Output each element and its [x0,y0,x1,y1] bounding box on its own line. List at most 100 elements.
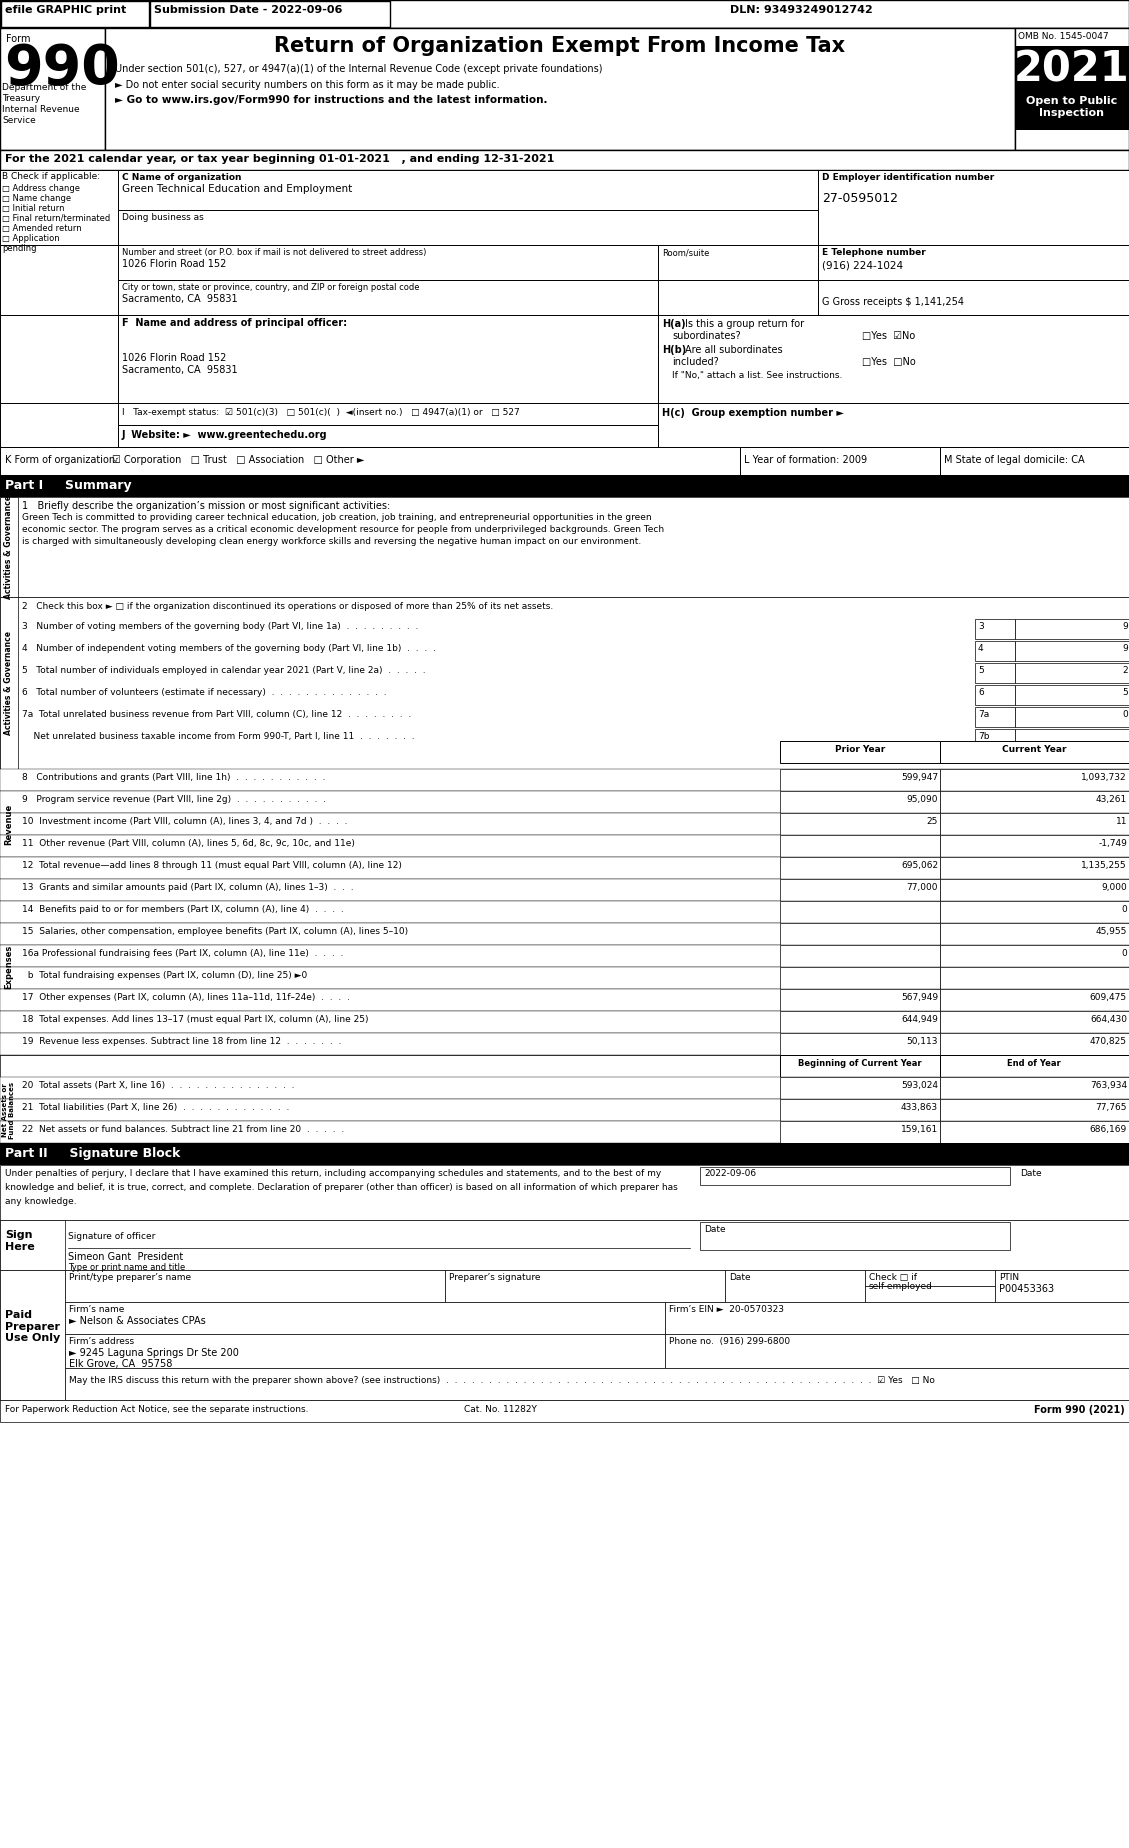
Bar [1015,619,1129,639]
Bar [940,1077,1129,1100]
Text: is charged with simultaneously developing clean energy workforce skills and reve: is charged with simultaneously developin… [21,538,641,545]
Text: ► Go to www.irs.gov/Form990 for instructions and the latest information.: ► Go to www.irs.gov/Form990 for instruct… [115,94,548,105]
Text: 5: 5 [978,665,983,675]
Bar [975,619,1015,639]
Bar [940,922,1129,944]
Text: 2: 2 [1122,665,1128,675]
Bar [865,1270,995,1286]
Text: Activities & Governance: Activities & Governance [5,630,14,736]
Bar [780,1100,940,1122]
Bar [0,944,1129,967]
Text: Revenue: Revenue [5,804,14,845]
Text: Treasury: Treasury [2,94,41,103]
Text: Under penalties of perjury, I declare that I have examined this return, includin: Under penalties of perjury, I declare th… [5,1170,662,1177]
Bar [65,1368,1129,1401]
Bar [780,1055,940,1077]
Text: 77,000: 77,000 [907,883,938,893]
Bar [975,728,1015,748]
Bar [0,1401,1129,1421]
Text: Sacramento, CA  95831: Sacramento, CA 95831 [122,366,237,375]
Text: Form: Form [6,33,30,44]
Text: Date: Date [729,1273,751,1283]
Bar [940,769,1129,791]
Text: 159,161: 159,161 [901,1125,938,1135]
Bar [780,1033,940,1055]
Text: 7a: 7a [978,710,989,719]
Bar [780,769,940,791]
Text: 20  Total assets (Part X, line 16)  .  .  .  .  .  .  .  .  .  .  .  .  .  .  .: 20 Total assets (Part X, line 16) . . . … [21,1081,295,1090]
Text: 21  Total liabilities (Part X, line 26)  .  .  .  .  .  .  .  .  .  .  .  .  .: 21 Total liabilities (Part X, line 26) .… [21,1103,289,1112]
Text: 22  Net assets or fund balances. Subtract line 21 from line 20  .  .  .  .  .: 22 Net assets or fund balances. Subtract… [21,1125,344,1135]
Bar [0,1270,1129,1401]
Bar [0,246,119,314]
Text: 43,261: 43,261 [1096,795,1127,804]
Text: 1026 Florin Road 152: 1026 Florin Road 152 [122,259,227,270]
Bar [445,1270,725,1303]
Text: 433,863: 433,863 [901,1103,938,1112]
Bar [0,314,119,403]
Text: M State of legal domicile: CA: M State of legal domicile: CA [944,455,1085,466]
Bar [0,1033,1129,1055]
Text: For Paperwork Reduction Act Notice, see the separate instructions.: For Paperwork Reduction Act Notice, see … [5,1404,308,1414]
Text: 77,765: 77,765 [1095,1103,1127,1112]
Bar [0,1055,1129,1077]
Bar [0,597,18,769]
Text: F  Name and address of principal officer:: F Name and address of principal officer: [122,318,347,327]
Bar [65,1303,665,1334]
Text: H(c)  Group exemption number ►: H(c) Group exemption number ► [662,408,843,418]
Text: Are all subordinates: Are all subordinates [685,346,782,355]
Bar [940,1033,1129,1055]
Text: B Check if applicable:: B Check if applicable: [2,172,100,181]
Text: City or town, state or province, country, and ZIP or foreign postal code: City or town, state or province, country… [122,283,420,292]
Text: Firm’s EIN ►  20-0570323: Firm’s EIN ► 20-0570323 [669,1305,784,1314]
Bar [0,1164,1129,1220]
Text: 664,430: 664,430 [1089,1015,1127,1024]
Bar [940,1122,1129,1144]
Text: (916) 224-1024: (916) 224-1024 [822,261,903,272]
Bar [940,813,1129,835]
Bar [1015,28,1129,150]
Bar [780,944,940,967]
Text: Net unrelated business taxable income from Form 990-T, Part I, line 11  .  .  . : Net unrelated business taxable income fr… [21,732,414,741]
Bar [119,211,819,246]
Text: Simeon Gant  President: Simeon Gant President [68,1251,183,1262]
Bar [1015,686,1129,704]
Text: □Yes  □No: □Yes □No [863,357,916,368]
Text: 14  Benefits paid to or for members (Part IX, column (A), line 4)  .  .  .  .: 14 Benefits paid to or for members (Part… [21,906,343,915]
Text: Prior Year: Prior Year [834,745,885,754]
Text: 5: 5 [1122,687,1128,697]
Text: 9,000: 9,000 [1101,883,1127,893]
Bar [0,314,1129,403]
Text: DLN: 93493249012742: DLN: 93493249012742 [730,6,873,15]
Bar [1015,663,1129,684]
Text: economic sector. The program serves as a critical economic development resource : economic sector. The program serves as a… [21,525,664,534]
Bar [0,1220,1129,1270]
Bar [0,475,1129,497]
Text: Firm’s name: Firm’s name [69,1305,124,1314]
Bar [0,170,119,246]
Bar [119,403,658,425]
Bar [658,281,819,314]
Text: 1,093,732: 1,093,732 [1082,772,1127,782]
Text: May the IRS discuss this return with the preparer shown above? (see instructions: May the IRS discuss this return with the… [69,1377,935,1384]
Bar [780,857,940,880]
Bar [665,1303,1129,1334]
Bar [780,880,940,902]
Bar [0,813,1129,835]
Bar [780,989,940,1011]
Bar [940,944,1129,967]
Bar [0,597,1129,769]
Text: G Gross receipts $ 1,141,254: G Gross receipts $ 1,141,254 [822,298,964,307]
Text: Activities & Governance: Activities & Governance [5,495,14,599]
Bar [0,1270,65,1401]
Text: 470,825: 470,825 [1089,1037,1127,1046]
Bar [0,403,119,447]
Bar [0,403,1129,447]
Text: 990: 990 [5,43,120,96]
Text: K Form of organization:: K Form of organization: [5,455,119,466]
Text: Internal Revenue: Internal Revenue [2,105,80,115]
Text: Doing business as: Doing business as [122,213,203,222]
Text: □ Address change: □ Address change [2,185,80,192]
Text: Green Technical Education and Employment: Green Technical Education and Employment [122,185,352,194]
Text: 45,955: 45,955 [1095,928,1127,935]
